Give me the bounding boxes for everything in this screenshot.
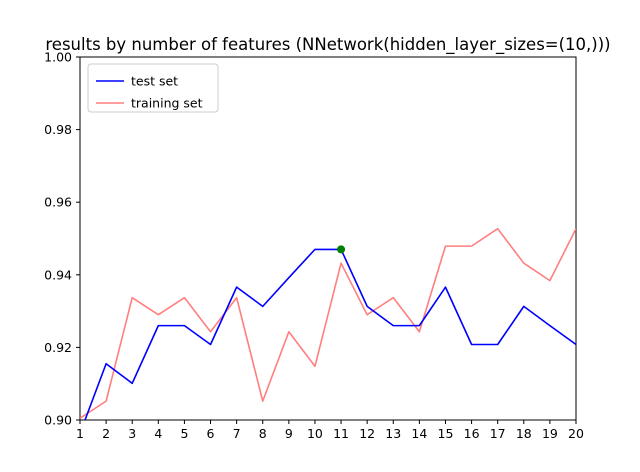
y-tick-label: 1.00 <box>44 50 72 65</box>
y-tick-label: 0.94 <box>44 267 72 282</box>
x-tick-label: 2 <box>102 426 110 441</box>
y-tick-label: 0.90 <box>44 413 72 428</box>
legend-label: training set <box>131 96 203 111</box>
legend-box <box>87 63 219 113</box>
series-lines <box>80 227 576 420</box>
x-tick-label: 19 <box>542 426 558 441</box>
y-tick-label: 0.92 <box>44 340 72 355</box>
x-axis: 1 2 3 4 5 6 7 8 9 10 11 12 13 14 15 16 17 18 19 20 <box>76 420 584 441</box>
x-tick-label: 20 <box>568 426 584 441</box>
x-tick-label: 6 <box>207 426 215 441</box>
x-tick-label: 5 <box>180 426 188 441</box>
x-tick-label: 14 <box>411 426 427 441</box>
x-tick-label: 17 <box>490 426 506 441</box>
x-tick-label: 13 <box>385 426 401 441</box>
x-tick-label: 16 <box>464 426 480 441</box>
y-tick-label: 0.98 <box>44 122 72 137</box>
chart-title: results by number of features (NNetwork(… <box>45 35 610 55</box>
x-tick-label: 15 <box>438 426 454 441</box>
x-tick-label: 18 <box>516 426 532 441</box>
x-tick-label: 7 <box>233 426 241 441</box>
x-tick-label: 12 <box>359 426 375 441</box>
plot-area-frame <box>79 56 577 421</box>
x-tick-label: 8 <box>259 426 267 441</box>
series-line-training-set <box>80 227 576 419</box>
x-tick-label: 3 <box>128 426 136 441</box>
x-tick-label: 9 <box>285 426 293 441</box>
legend-label: test set <box>131 74 178 89</box>
x-tick-label: 10 <box>307 426 323 441</box>
x-tick-label: 4 <box>154 426 162 441</box>
best-point-marker <box>337 245 346 254</box>
legend: test set training set <box>87 63 219 113</box>
y-tick-label: 0.96 <box>44 195 72 210</box>
series-line-test-set <box>84 248 576 420</box>
x-tick-label: 1 <box>76 426 84 441</box>
x-tick-label: 11 <box>333 426 349 441</box>
y-axis: 0.90 0.92 0.94 0.96 0.98 1.00 <box>44 50 80 428</box>
